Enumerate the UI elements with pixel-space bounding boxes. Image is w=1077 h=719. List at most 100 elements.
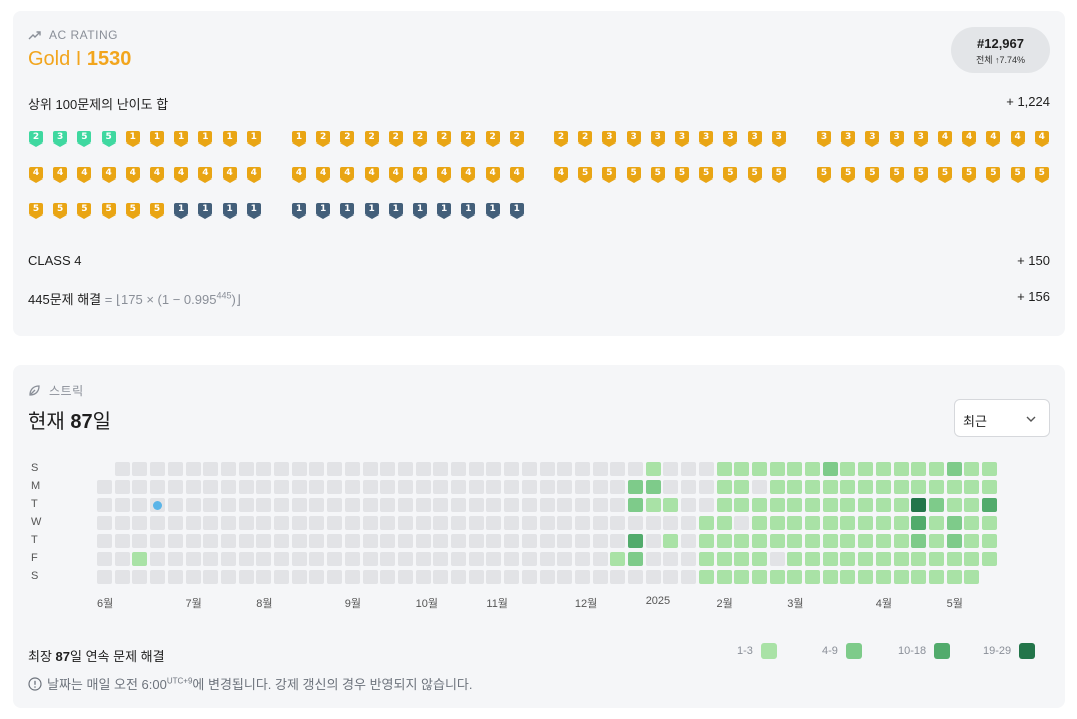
heatmap-day-cell[interactable]	[628, 534, 643, 548]
heatmap-day-cell[interactable]	[805, 480, 820, 494]
rank-pill[interactable]: #12,967 전체 ↑7.74%	[951, 27, 1050, 73]
heatmap-day-cell[interactable]	[238, 462, 254, 476]
heatmap-day-cell[interactable]	[628, 570, 643, 584]
heatmap-day-cell[interactable]	[716, 516, 732, 530]
heatmap-day-cell[interactable]	[185, 498, 201, 512]
heatmap-day-cell[interactable]	[380, 570, 396, 584]
heatmap-day-cell[interactable]	[220, 552, 236, 566]
heatmap-day-cell[interactable]	[203, 534, 219, 548]
heatmap-day-cell[interactable]	[645, 516, 661, 530]
heatmap-day-cell[interactable]	[362, 534, 378, 548]
heatmap-day-cell[interactable]	[663, 570, 679, 584]
heatmap-day-cell[interactable]	[928, 570, 944, 584]
heatmap-day-cell[interactable]	[309, 516, 325, 530]
heatmap-day-cell[interactable]	[486, 516, 502, 530]
heatmap-day-cell[interactable]	[327, 462, 343, 476]
heatmap-day-cell[interactable]	[875, 480, 891, 494]
heatmap-day-cell[interactable]	[397, 552, 413, 566]
heatmap-day-cell[interactable]	[716, 480, 732, 494]
heatmap-day-cell[interactable]	[327, 534, 343, 548]
heatmap-day-cell[interactable]	[433, 570, 449, 584]
heatmap-day-cell[interactable]	[220, 516, 236, 530]
heatmap-day-cell[interactable]	[150, 534, 166, 548]
heatmap-day-cell[interactable]	[698, 570, 714, 584]
heatmap-day-cell[interactable]	[928, 480, 944, 494]
heatmap-day-cell[interactable]	[875, 534, 891, 548]
heatmap-day-cell[interactable]	[822, 498, 838, 512]
heatmap-day-cell[interactable]	[858, 516, 874, 530]
heatmap-day-cell[interactable]	[220, 480, 236, 494]
heatmap-day-cell[interactable]	[557, 480, 573, 494]
heatmap-day-cell[interactable]	[132, 480, 148, 494]
heatmap-day-cell[interactable]	[928, 498, 944, 512]
heatmap-day-cell[interactable]	[486, 462, 502, 476]
heatmap-day-cell[interactable]	[592, 480, 608, 494]
heatmap-day-cell[interactable]	[698, 498, 714, 512]
heatmap-day-cell[interactable]	[203, 498, 219, 512]
heatmap-day-cell[interactable]	[150, 498, 166, 512]
heatmap-day-cell[interactable]	[291, 516, 307, 530]
heatmap-day-cell[interactable]	[681, 570, 697, 584]
heatmap-day-cell[interactable]	[504, 462, 520, 476]
heatmap-day-cell[interactable]	[557, 498, 573, 512]
heatmap-day-cell[interactable]	[451, 534, 466, 548]
heatmap-day-cell[interactable]	[840, 516, 856, 530]
heatmap-day-cell[interactable]	[150, 480, 166, 494]
heatmap-day-cell[interactable]	[751, 516, 767, 530]
heatmap-day-cell[interactable]	[769, 570, 785, 584]
heatmap-day-cell[interactable]	[132, 552, 148, 566]
heatmap-day-cell[interactable]	[167, 570, 183, 584]
heatmap-day-cell[interactable]	[663, 516, 679, 530]
heatmap-day-cell[interactable]	[238, 570, 254, 584]
heatmap-day-cell[interactable]	[875, 552, 891, 566]
heatmap-day-cell[interactable]	[114, 552, 130, 566]
heatmap-day-cell[interactable]	[982, 534, 997, 548]
heatmap-day-cell[interactable]	[822, 516, 838, 530]
heatmap-day-cell[interactable]	[344, 516, 360, 530]
heatmap-day-cell[interactable]	[291, 552, 307, 566]
heatmap-day-cell[interactable]	[327, 498, 343, 512]
heatmap-day-cell[interactable]	[97, 534, 112, 548]
heatmap-day-cell[interactable]	[610, 498, 626, 512]
heatmap-day-cell[interactable]	[327, 480, 343, 494]
heatmap-day-cell[interactable]	[362, 552, 378, 566]
heatmap-day-cell[interactable]	[592, 534, 608, 548]
heatmap-day-cell[interactable]	[114, 462, 130, 476]
heatmap-day-cell[interactable]	[327, 552, 343, 566]
heatmap-day-cell[interactable]	[291, 462, 307, 476]
heatmap-day-cell[interactable]	[946, 534, 962, 548]
heatmap-day-cell[interactable]	[822, 462, 838, 476]
heatmap-day-cell[interactable]	[344, 570, 360, 584]
heatmap-day-cell[interactable]	[167, 462, 183, 476]
heatmap-day-cell[interactable]	[203, 552, 219, 566]
heatmap-day-cell[interactable]	[344, 462, 360, 476]
heatmap-day-cell[interactable]	[893, 516, 909, 530]
heatmap-day-cell[interactable]	[663, 552, 679, 566]
heatmap-day-cell[interactable]	[769, 462, 785, 476]
heatmap-day-cell[interactable]	[557, 552, 573, 566]
heatmap-day-cell[interactable]	[805, 462, 820, 476]
heatmap-day-cell[interactable]	[787, 498, 803, 512]
heatmap-day-cell[interactable]	[132, 534, 148, 548]
heatmap-day-cell[interactable]	[787, 516, 803, 530]
heatmap-day-cell[interactable]	[698, 552, 714, 566]
heatmap-day-cell[interactable]	[964, 480, 980, 494]
heatmap-day-cell[interactable]	[274, 534, 289, 548]
heatmap-day-cell[interactable]	[911, 462, 927, 476]
heatmap-day-cell[interactable]	[451, 516, 466, 530]
heatmap-day-cell[interactable]	[822, 480, 838, 494]
heatmap-day-cell[interactable]	[256, 570, 272, 584]
heatmap-day-cell[interactable]	[451, 480, 466, 494]
heatmap-day-cell[interactable]	[734, 570, 750, 584]
heatmap-day-cell[interactable]	[858, 480, 874, 494]
heatmap-day-cell[interactable]	[309, 480, 325, 494]
heatmap-day-cell[interactable]	[964, 570, 980, 584]
heatmap-day-cell[interactable]	[220, 534, 236, 548]
heatmap-day-cell[interactable]	[858, 462, 874, 476]
heatmap-day-cell[interactable]	[875, 516, 891, 530]
heatmap-day-cell[interactable]	[167, 498, 183, 512]
heatmap-day-cell[interactable]	[557, 516, 573, 530]
heatmap-day-cell[interactable]	[592, 570, 608, 584]
heatmap-day-cell[interactable]	[309, 498, 325, 512]
heatmap-day-cell[interactable]	[468, 516, 484, 530]
